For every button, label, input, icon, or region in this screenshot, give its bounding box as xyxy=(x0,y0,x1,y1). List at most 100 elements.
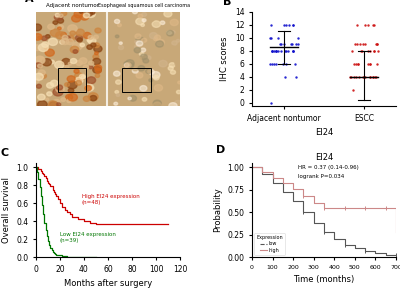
Ellipse shape xyxy=(66,95,73,100)
Ellipse shape xyxy=(46,98,49,101)
Ellipse shape xyxy=(56,32,65,39)
Point xyxy=(362,42,369,47)
Ellipse shape xyxy=(169,103,177,109)
Point xyxy=(351,74,357,79)
Ellipse shape xyxy=(134,45,140,49)
Ellipse shape xyxy=(138,66,145,71)
Ellipse shape xyxy=(61,98,66,101)
Point xyxy=(362,74,368,79)
Ellipse shape xyxy=(139,52,144,55)
Ellipse shape xyxy=(77,38,82,42)
Bar xyxy=(122,68,151,92)
Ellipse shape xyxy=(38,36,41,39)
Ellipse shape xyxy=(125,63,131,67)
Ellipse shape xyxy=(70,58,77,64)
Ellipse shape xyxy=(150,33,157,39)
Ellipse shape xyxy=(114,19,120,23)
X-axis label: Months after surgery: Months after surgery xyxy=(64,279,152,288)
Text: Esophageal squamous cell carcinoma: Esophageal squamous cell carcinoma xyxy=(98,3,190,8)
Point xyxy=(367,74,374,79)
Ellipse shape xyxy=(116,94,120,97)
Ellipse shape xyxy=(48,24,54,29)
Ellipse shape xyxy=(140,86,147,91)
Point xyxy=(282,74,288,79)
Point xyxy=(273,48,279,53)
Ellipse shape xyxy=(141,24,144,27)
Point xyxy=(355,61,362,66)
Point xyxy=(290,48,297,53)
Ellipse shape xyxy=(76,81,82,85)
Point xyxy=(270,48,277,53)
Ellipse shape xyxy=(44,47,48,49)
Ellipse shape xyxy=(178,81,181,84)
Ellipse shape xyxy=(85,84,94,91)
Point xyxy=(294,42,301,47)
Point xyxy=(273,61,280,66)
Point xyxy=(288,42,294,47)
Point xyxy=(374,48,381,53)
Ellipse shape xyxy=(33,24,42,31)
Ellipse shape xyxy=(159,60,167,67)
Ellipse shape xyxy=(60,32,66,37)
Ellipse shape xyxy=(124,62,129,65)
Point xyxy=(282,48,289,53)
Point xyxy=(352,61,359,66)
Text: A: A xyxy=(24,0,33,4)
Ellipse shape xyxy=(132,10,138,14)
Ellipse shape xyxy=(67,36,74,41)
Point xyxy=(360,42,366,47)
Point xyxy=(268,35,274,40)
Y-axis label: Probability: Probability xyxy=(213,188,222,232)
Point xyxy=(290,48,296,53)
Ellipse shape xyxy=(88,36,93,39)
Ellipse shape xyxy=(67,81,77,89)
Ellipse shape xyxy=(74,11,83,18)
Ellipse shape xyxy=(42,36,47,40)
X-axis label: EI24: EI24 xyxy=(315,128,333,137)
Ellipse shape xyxy=(60,40,64,44)
Point xyxy=(360,74,366,79)
Ellipse shape xyxy=(65,83,70,86)
Point xyxy=(266,35,273,40)
Text: B: B xyxy=(223,0,232,7)
Ellipse shape xyxy=(136,57,141,61)
Ellipse shape xyxy=(154,75,159,80)
Ellipse shape xyxy=(55,13,60,17)
Point xyxy=(374,61,380,66)
Ellipse shape xyxy=(50,60,54,64)
Point xyxy=(365,48,371,53)
Ellipse shape xyxy=(46,35,50,38)
Ellipse shape xyxy=(153,102,162,109)
Ellipse shape xyxy=(87,77,96,84)
Ellipse shape xyxy=(170,70,176,74)
Ellipse shape xyxy=(176,90,181,94)
Ellipse shape xyxy=(88,61,94,65)
Ellipse shape xyxy=(34,45,41,51)
Ellipse shape xyxy=(147,70,151,73)
Point xyxy=(370,74,377,79)
Ellipse shape xyxy=(83,96,90,101)
Ellipse shape xyxy=(152,21,160,27)
Ellipse shape xyxy=(171,46,174,49)
Ellipse shape xyxy=(119,42,122,44)
Ellipse shape xyxy=(175,60,183,67)
Ellipse shape xyxy=(34,34,42,40)
Point xyxy=(350,88,356,92)
Ellipse shape xyxy=(149,79,153,82)
Ellipse shape xyxy=(93,58,101,65)
Ellipse shape xyxy=(146,69,151,73)
Ellipse shape xyxy=(35,56,45,64)
Ellipse shape xyxy=(115,35,119,38)
Ellipse shape xyxy=(74,73,83,79)
Point xyxy=(269,48,276,53)
Text: Low EI24 expression
(n=39): Low EI24 expression (n=39) xyxy=(60,232,116,243)
Ellipse shape xyxy=(58,18,64,23)
Ellipse shape xyxy=(153,100,161,107)
Point xyxy=(272,48,279,53)
Ellipse shape xyxy=(118,24,121,27)
Point xyxy=(290,22,296,27)
Ellipse shape xyxy=(88,93,98,101)
Point xyxy=(272,48,279,53)
Text: Adjacent nontumor: Adjacent nontumor xyxy=(46,3,98,8)
Point xyxy=(356,74,362,79)
